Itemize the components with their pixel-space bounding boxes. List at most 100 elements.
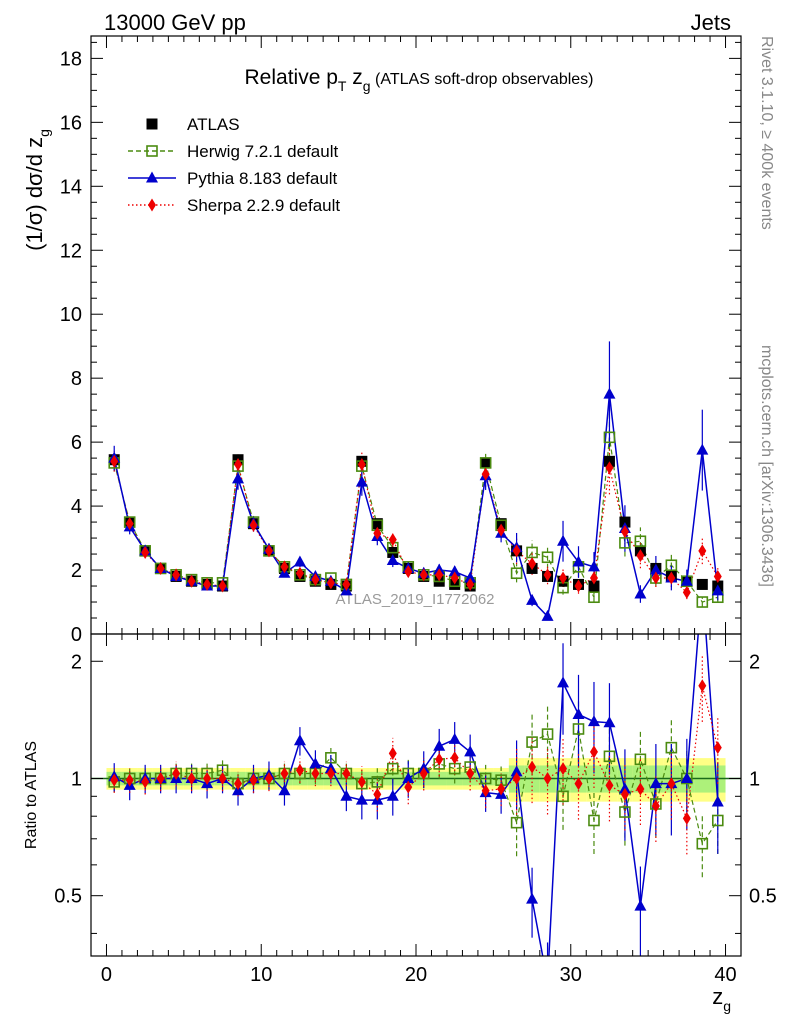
sherpa-marker	[667, 777, 676, 791]
herwig-marker	[696, 596, 709, 608]
pythia-marker	[402, 771, 415, 783]
sherpa-marker	[388, 746, 397, 760]
pythia-marker	[634, 587, 647, 599]
series-line-2	[113, 394, 719, 618]
legend-label: Pythia 8.183 default	[187, 169, 338, 188]
pythia-marker	[711, 584, 724, 596]
sherpa-marker	[651, 571, 660, 585]
y-tick-label: 12	[60, 240, 82, 262]
y-tick-label: 18	[60, 48, 82, 70]
herwig-marker	[603, 750, 616, 763]
herwig-marker	[665, 741, 678, 754]
sherpa-marker	[605, 778, 614, 792]
sherpa-marker	[512, 771, 521, 785]
pythia-marker	[464, 571, 477, 583]
pythia-marker	[542, 976, 554, 987]
sherpa-marker	[682, 811, 691, 825]
x-tick-label: 30	[560, 964, 582, 986]
series-line-3	[113, 461, 719, 594]
sherpa-marker	[713, 741, 722, 755]
sherpa-marker	[528, 760, 537, 774]
sherpa-marker	[156, 771, 165, 785]
pythia-marker	[603, 716, 616, 728]
sherpa-marker	[342, 766, 351, 780]
herwig-marker	[510, 567, 523, 580]
sherpa-marker	[512, 544, 521, 558]
sherpa-marker	[125, 517, 134, 531]
y-tick-label: 14	[60, 176, 82, 198]
sherpa-marker	[435, 568, 444, 582]
sherpa-marker	[141, 775, 150, 789]
pythia-marker	[696, 443, 709, 455]
sherpa-marker	[605, 461, 614, 475]
sherpa-marker	[218, 579, 227, 593]
sherpa-marker	[466, 766, 475, 780]
sherpa-marker	[326, 766, 335, 780]
sherpa-marker	[559, 571, 568, 585]
y-tick-label: 16	[60, 112, 82, 134]
pythia-marker	[526, 593, 539, 605]
sherpa-marker	[419, 568, 428, 582]
sherpa-marker	[280, 560, 289, 574]
herwig-marker	[619, 806, 631, 818]
herwig-marker	[696, 837, 709, 850]
sherpa-marker	[620, 787, 629, 801]
ratio-tick-label-right: 1	[749, 768, 760, 790]
sherpa-marker	[636, 782, 645, 796]
sherpa-marker	[156, 561, 165, 575]
header-right: Jets	[691, 10, 731, 35]
pythia-marker	[386, 789, 399, 801]
atlas-marker	[146, 118, 158, 130]
x-tick-label: 40	[714, 964, 736, 986]
series-line-1	[113, 437, 718, 603]
ratio-tick-label-left: 2	[71, 651, 82, 673]
pythia-marker	[293, 734, 306, 746]
y-tick-label: 6	[71, 432, 82, 454]
sherpa-marker	[311, 573, 320, 587]
sherpa-marker	[187, 574, 196, 588]
pythia-marker	[355, 475, 368, 487]
sherpa-marker	[543, 771, 552, 785]
sherpa-marker	[234, 777, 243, 791]
pythia-marker	[557, 534, 570, 546]
sherpa-marker	[172, 568, 181, 582]
sherpa-marker	[404, 780, 413, 794]
sherpa-marker	[682, 585, 691, 599]
ratio-tick-label-right: 2	[749, 651, 760, 673]
sherpa-marker	[559, 762, 568, 776]
sherpa-marker	[497, 523, 506, 537]
pythia-marker	[386, 553, 399, 565]
sherpa-marker	[357, 458, 366, 472]
herwig-marker	[588, 814, 600, 827]
atlas-marker	[588, 580, 600, 592]
sherpa-marker	[450, 571, 459, 585]
sherpa-marker	[264, 544, 273, 558]
pythia-marker	[649, 563, 662, 575]
header-left: 13000 GeV pp	[104, 10, 246, 35]
pythia-marker	[680, 771, 693, 783]
legend: ATLAS Herwig 7.2.1 default Pythia 8.183 de…	[128, 115, 340, 215]
sherpa-marker	[249, 773, 258, 787]
pythia-marker	[510, 765, 523, 777]
sherpa-marker	[543, 568, 552, 582]
sherpa-marker	[404, 565, 413, 579]
pythia-marker	[557, 676, 570, 688]
sherpa-marker	[589, 571, 598, 585]
sherpa-marker	[203, 771, 212, 785]
pythia-marker	[464, 745, 477, 757]
mcplots-text: mcplots.cern.ch [arXiv:1306.3436]	[758, 345, 775, 587]
sherpa-marker	[574, 777, 583, 791]
sherpa-marker	[373, 526, 382, 540]
herwig-marker	[479, 772, 492, 785]
sherpa-marker	[110, 773, 119, 787]
y-tick-label: 10	[60, 304, 82, 326]
pythia-marker	[355, 793, 368, 805]
sherpa-marker	[481, 467, 490, 481]
herwig-marker	[572, 723, 585, 735]
sherpa-marker	[326, 576, 335, 590]
rivet-version-text: Rivet 3.1.10, ≥ 400k events	[758, 36, 775, 230]
sherpa-marker	[497, 782, 506, 796]
herwig-marker	[541, 551, 554, 564]
sherpa-marker	[574, 579, 583, 593]
